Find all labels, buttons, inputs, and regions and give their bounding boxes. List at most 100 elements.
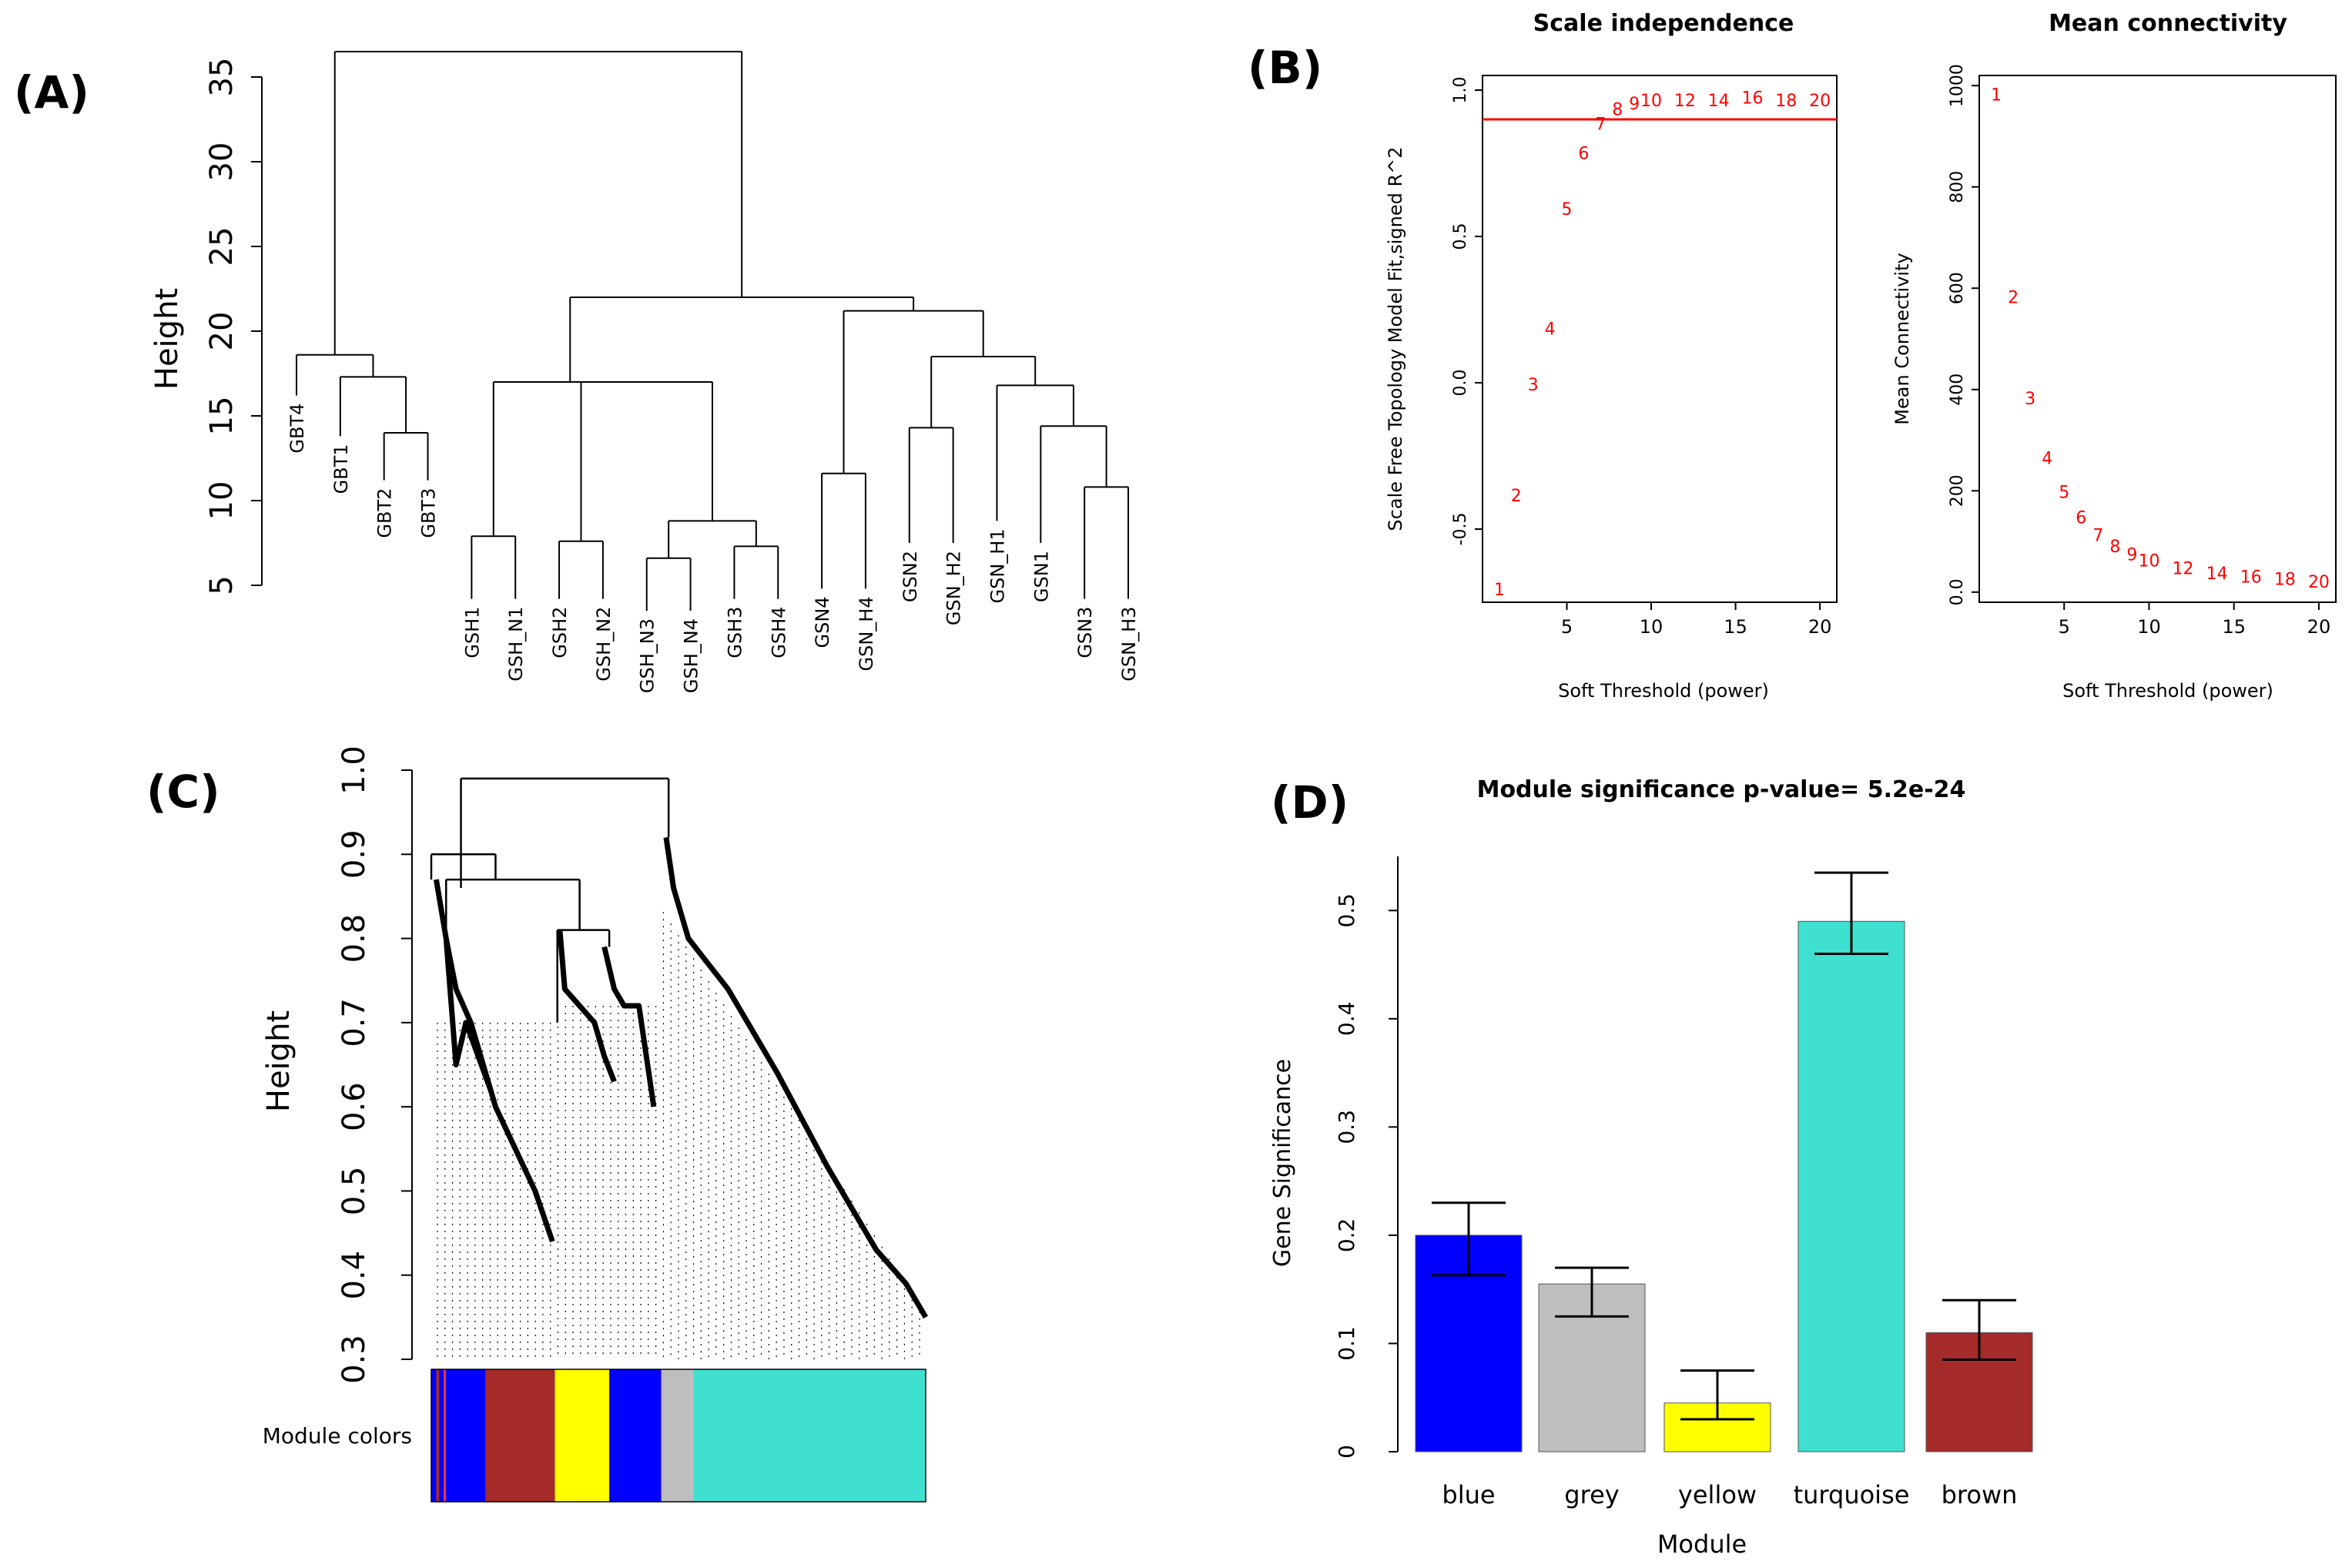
panel-c-color-bar-frame bbox=[431, 1369, 926, 1503]
panel-b2-point-label: 1 bbox=[1991, 85, 2002, 105]
panel-d-y-tick-label: 0.5 bbox=[1334, 893, 1359, 928]
panel-b2-x-tick-label: 20 bbox=[2307, 616, 2331, 638]
panel-b2-point-label: 18 bbox=[2274, 571, 2296, 590]
panel-d-y-tick-label: 0.4 bbox=[1334, 1002, 1359, 1037]
panel-a-leaf-label: GBT2 bbox=[374, 488, 396, 538]
panel-d-bar bbox=[1798, 920, 1905, 1452]
panel-d-y-tick-label: 0 bbox=[1334, 1445, 1359, 1459]
panel-b2-y-tick-label: 200 bbox=[1948, 474, 1967, 507]
panel-a-leaf-label: GSH3 bbox=[724, 607, 745, 658]
panel-a-leaf-label: GBT1 bbox=[330, 444, 352, 494]
panel-b2-point-label: 2 bbox=[2008, 288, 2019, 307]
panel-b1-x-tick-label: 20 bbox=[1808, 616, 1832, 638]
panel-a-leaf-label: GSN_H1 bbox=[987, 528, 1008, 603]
panel-b2-ylabel: Mean Connectivity bbox=[1891, 253, 1913, 424]
panel-a-y-tick-label: 20 bbox=[204, 312, 240, 351]
panel-d-title: Module significance p-value= 5.2e-24 bbox=[1477, 776, 1966, 803]
panel-b1-point-label: 1 bbox=[1494, 581, 1505, 600]
panel-b1-point-label: 3 bbox=[1528, 376, 1539, 395]
panel-b2-x-tick-label: 10 bbox=[2137, 616, 2161, 638]
panel-b1-point-label: 8 bbox=[1612, 101, 1623, 120]
panel-b2-point-label: 20 bbox=[2308, 573, 2330, 592]
panel-c-gene-dendrogram: Height Module colors 0.3 0.4 0.5 0.6 0.7 0.8 0… bbox=[261, 745, 929, 1503]
panel-c-y-tick-label: 0.6 bbox=[337, 1082, 372, 1131]
panel-b1-xlabel: Soft Threshold (power) bbox=[1558, 680, 1769, 702]
panel-a-y-tick-label: 10 bbox=[204, 481, 240, 521]
panel-c-branch bbox=[663, 836, 929, 1319]
panel-b1-point-label: 7 bbox=[1595, 116, 1606, 135]
panel-a-dendrogram: Height 5 10 15 20 25 30 35 GBT4 GBT1 GBT2 GBT3 GSH1… bbox=[149, 51, 1140, 693]
panel-b1-point-label: 16 bbox=[1741, 89, 1763, 108]
panel-a-leaf-label: GBT3 bbox=[418, 488, 440, 538]
panel-d-category-label: yellow bbox=[1678, 1480, 1757, 1509]
panel-a-leaf-label: GSN1 bbox=[1030, 551, 1052, 602]
panel-d-y-tick-label: 0.3 bbox=[1334, 1110, 1359, 1144]
panel-b2-point-label: 9 bbox=[2126, 545, 2137, 565]
panel-a-leaf-label: GSH_N4 bbox=[681, 618, 702, 693]
panel-b-mean-connectivity: Mean connectivity Soft Threshold (power)… bbox=[1891, 10, 2337, 702]
panel-b2-point-label: 4 bbox=[2042, 450, 2052, 469]
panel-b2-y-tick-label: 0.0 bbox=[1948, 578, 1967, 605]
panel-b1-plot-frame bbox=[1482, 75, 1838, 603]
panel-a-leaf-label: GSH_N3 bbox=[637, 618, 658, 693]
panel-c-module-color-segment bbox=[554, 1369, 610, 1502]
panel-d-xlabel: Module bbox=[1657, 1529, 1747, 1559]
panel-label-b: (B) bbox=[1248, 42, 1322, 94]
panel-b1-y-tick-label: 0.5 bbox=[1451, 223, 1470, 250]
panel-b2-point-label: 14 bbox=[2206, 565, 2228, 584]
panel-c-module-color-segment bbox=[444, 1369, 447, 1502]
panel-b2-title: Mean connectivity bbox=[2049, 10, 2287, 37]
panel-c-y-tick-label: 0.7 bbox=[337, 998, 372, 1047]
panel-a-y-tick-label: 25 bbox=[204, 227, 240, 266]
panel-c-branch bbox=[601, 946, 657, 1107]
panel-a-y-tick-label: 35 bbox=[204, 58, 240, 97]
panel-a-y-tick-label: 30 bbox=[204, 142, 240, 182]
panel-b2-point-label: 5 bbox=[2059, 484, 2069, 503]
panel-b2-xlabel: Soft Threshold (power) bbox=[2062, 680, 2273, 702]
panel-a-leaf-label: GSN_H4 bbox=[856, 596, 877, 671]
panel-b1-y-tick-label: -0.5 bbox=[1451, 513, 1470, 546]
panel-b2-y-tick-label: 400 bbox=[1948, 374, 1967, 406]
panel-b1-point-label: 2 bbox=[1511, 487, 1522, 506]
panel-a-ylabel: Height bbox=[149, 288, 185, 390]
panel-b2-plot-frame bbox=[1978, 75, 2337, 603]
panel-a-leaf-label: GSN3 bbox=[1074, 607, 1096, 658]
panel-c-y-tick-label: 0.3 bbox=[337, 1335, 372, 1384]
panel-c-y-tick-label: 0.8 bbox=[337, 914, 372, 963]
panel-b-scale-independence: Scale independence Soft Threshold (power… bbox=[1385, 10, 1838, 702]
panel-a-leaf-label: GSN4 bbox=[812, 596, 833, 648]
panel-b2-point-label: 10 bbox=[2138, 551, 2159, 571]
panel-a-leaf-label: GSH_N2 bbox=[593, 607, 615, 682]
panel-c-y-tick-label: 0.9 bbox=[337, 829, 372, 879]
panel-b1-x-tick-label: 5 bbox=[1561, 616, 1573, 638]
panel-c-module-color-segment bbox=[661, 1369, 694, 1502]
panel-b1-ylabel: Scale Free Topology Model Fit,signed R^2 bbox=[1385, 146, 1406, 531]
panel-b1-point-label: 10 bbox=[1640, 92, 1662, 111]
panel-a-leaf-label: GSH_N1 bbox=[505, 607, 527, 682]
panel-c-module-color-segment bbox=[693, 1369, 926, 1502]
panel-c-module-color-segment bbox=[485, 1369, 555, 1502]
panel-c-y-tick-label: 0.5 bbox=[337, 1167, 372, 1216]
panel-c-ylabel: Height bbox=[261, 1010, 297, 1112]
panel-d-ylabel: Gene Significance bbox=[1269, 1059, 1296, 1267]
panel-a-leaf-label: GSH1 bbox=[461, 607, 483, 658]
panel-b1-y-tick-label: 0.0 bbox=[1451, 370, 1470, 397]
panel-a-y-tick-label: 15 bbox=[204, 397, 240, 436]
panel-b2-y-tick-label: 1000 bbox=[1948, 64, 1967, 107]
panel-a-leaf-label: GBT4 bbox=[286, 404, 308, 454]
panel-b2-y-tick-label: 600 bbox=[1948, 272, 1967, 304]
panel-b1-point-label: 9 bbox=[1629, 95, 1640, 114]
panel-c-module-color-segment bbox=[609, 1369, 662, 1502]
panel-b1-x-tick-label: 10 bbox=[1640, 616, 1663, 638]
panel-d-category-label: turquoise bbox=[1794, 1480, 1910, 1509]
panel-c-y-tick-label: 0.4 bbox=[337, 1251, 372, 1300]
panel-b2-point-label: 16 bbox=[2240, 568, 2262, 587]
panel-a-leaf-label: GSN2 bbox=[900, 551, 921, 602]
panel-d-y-tick-label: 0.2 bbox=[1334, 1218, 1359, 1253]
panel-b1-x-tick-label: 15 bbox=[1724, 616, 1747, 638]
panel-b2-point-label: 7 bbox=[2092, 527, 2103, 546]
panel-b1-point-label: 14 bbox=[1708, 92, 1730, 111]
panel-a-leaf-label: GSN_H3 bbox=[1118, 607, 1140, 682]
panel-d-module-significance: Module significance p-value= 5.2e-24 Mod… bbox=[1269, 776, 2033, 1559]
panel-c-color-bar-label: Module colors bbox=[263, 1423, 412, 1449]
